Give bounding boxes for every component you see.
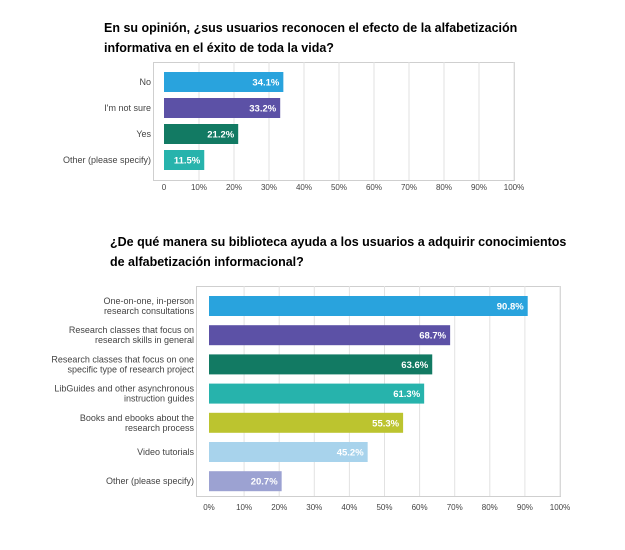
chart-1-category-label: I'm not sure	[104, 103, 151, 113]
chart-2-value-label: 61.3%	[393, 389, 420, 400]
chart-2-tick-label: 0%	[203, 503, 215, 512]
chart-1-value-label: 34.1%	[252, 78, 279, 89]
chart-2-category-label: research consultations	[104, 306, 195, 316]
chart-2-tick-label: 80%	[482, 503, 498, 512]
chart-2-bar	[209, 383, 425, 404]
chart-2-value-label: 68.7%	[419, 331, 446, 342]
chart-1-bar	[164, 124, 239, 144]
chart-2-bar	[209, 354, 433, 375]
chart-1-value-label: 33.2%	[249, 104, 276, 115]
chart-2-title: ¿De qué manera su biblioteca ayuda a los…	[110, 235, 567, 269]
chart-1-bar	[164, 98, 281, 118]
chart-1-tick-label: 20%	[226, 183, 242, 192]
chart-2-tick-label: 40%	[341, 503, 357, 512]
chart-1-bar	[164, 150, 205, 170]
chart-2-tick-label: 10%	[236, 503, 252, 512]
chart-1-tick-label: 90%	[471, 183, 487, 192]
chart-2-category-label: instruction guides	[124, 394, 195, 404]
chart-1-category-label: No	[139, 77, 151, 87]
chart-1-tick-label: 80%	[436, 183, 452, 192]
chart-2-tick-label: 100%	[550, 503, 570, 512]
chart-2-category-label: Video tutorials	[137, 447, 194, 457]
chart-1-value-label: 11.5%	[174, 156, 201, 167]
chart-2-value-label: 45.2%	[337, 448, 364, 459]
chart-2-value-label: 20.7%	[251, 477, 278, 488]
chart-2-value-label: 63.6%	[401, 360, 428, 371]
chart-2-value-label: 55.3%	[372, 418, 399, 429]
chart-1-tick-label: 40%	[296, 183, 312, 192]
chart-2-category-label: Research classes that focus on one	[51, 354, 194, 364]
chart-1-tick-label: 10%	[191, 183, 207, 192]
chart-2-category-label: LibGuides and other asynchronous	[54, 384, 194, 394]
chart-2-category-label: specific type of research project	[67, 364, 194, 374]
chart-2-tick-label: 70%	[447, 503, 463, 512]
chart-1-tick-label: 50%	[331, 183, 347, 192]
chart-2-tick-label: 30%	[306, 503, 322, 512]
chart-2-tick-label: 90%	[517, 503, 533, 512]
chart-2-bar	[209, 471, 282, 492]
chart-2-tick-label: 20%	[271, 503, 287, 512]
chart-2-bar	[209, 442, 368, 462]
chart-1-tick-label: 70%	[401, 183, 417, 192]
chart-2-value-label: 90.8%	[497, 302, 524, 313]
chart-1-tick-label: 30%	[261, 183, 277, 192]
chart-2-tick-label: 60%	[412, 503, 428, 512]
chart-2-category-label: Other (please specify)	[106, 476, 194, 486]
chart-1-category-label: Yes	[136, 129, 151, 139]
chart-2-category-label: research skills in general	[95, 335, 194, 345]
chart-1-title: En su opinión, ¿sus usuarios reconocen e…	[104, 21, 518, 55]
chart-2-category-label: One-on-one, in-person	[103, 296, 194, 306]
chart-1-tick-label: 0	[162, 183, 167, 192]
chart-1-tick-label: 100%	[504, 183, 524, 192]
chart-1-value-label: 21.2%	[207, 130, 234, 141]
chart-2-category-label: Research classes that focus on	[69, 325, 194, 335]
chart-2-tick-label: 50%	[376, 503, 392, 512]
chart-2-bar	[209, 296, 528, 316]
chart-1-tick-label: 60%	[366, 183, 382, 192]
chart-2-bar	[209, 325, 451, 346]
chart-1-bar	[164, 72, 284, 92]
chart-2-category-label: research process	[125, 423, 195, 433]
chart-2-category-label: Books and ebooks about the	[80, 413, 194, 423]
chart-2-bar	[209, 412, 404, 433]
chart-1-category-label: Other (please specify)	[63, 155, 151, 165]
